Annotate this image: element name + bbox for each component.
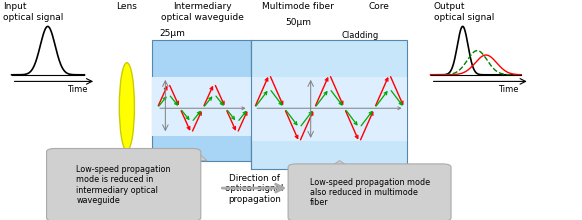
Ellipse shape [119, 63, 134, 151]
Bar [251, 40, 407, 169]
Text: Intermediary
optical waveguide: Intermediary optical waveguide [161, 2, 243, 22]
Polygon shape [327, 161, 353, 169]
Text: Multimode fiber: Multimode fiber [262, 2, 334, 11]
Text: Time: Time [498, 85, 518, 94]
Text: Cladding: Cladding [342, 31, 379, 40]
Bar [152, 40, 251, 161]
Text: Low-speed propagation
mode is reduced in
intermediary optical
waveguide: Low-speed propagation mode is reduced in… [76, 165, 171, 205]
Bar [152, 77, 251, 136]
Text: Output
optical signal: Output optical signal [434, 2, 494, 22]
Text: Direction of
optical signal
propagation: Direction of optical signal propagation [225, 174, 283, 204]
Text: Input
optical signal: Input optical signal [3, 2, 63, 22]
FancyBboxPatch shape [47, 148, 201, 220]
Text: Core: Core [369, 2, 390, 11]
Text: 25μm: 25μm [159, 29, 185, 38]
Polygon shape [187, 152, 207, 161]
Text: Lens: Lens [116, 2, 137, 11]
FancyBboxPatch shape [288, 164, 451, 220]
Bar [251, 77, 407, 141]
Text: Time: Time [67, 85, 87, 94]
Text: Low-speed propagation mode
also reduced in multimode
fiber: Low-speed propagation mode also reduced … [310, 178, 430, 207]
Text: 50μm: 50μm [286, 18, 312, 27]
